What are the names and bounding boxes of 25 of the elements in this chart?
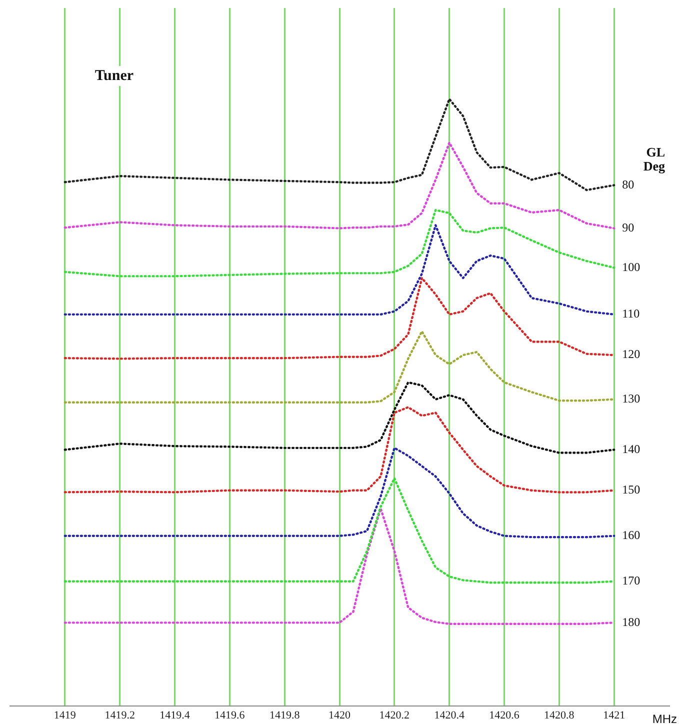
series-label: 160 xyxy=(622,528,640,542)
legend-title: GL Deg xyxy=(643,144,666,174)
series-label: 80 xyxy=(622,177,634,192)
series-label: 140 xyxy=(622,442,640,456)
series-label: 100 xyxy=(622,260,640,274)
series-label: 180 xyxy=(622,614,640,629)
x-tick-label: 1419.6 xyxy=(214,709,246,722)
series-label: 150 xyxy=(622,482,640,497)
series-label: 130 xyxy=(622,392,640,406)
x-tick-label: 1420.6 xyxy=(489,709,520,722)
x-tick-label: 1420.4 xyxy=(434,709,465,722)
series-label: 170 xyxy=(622,574,640,588)
x-tick-label: 1419.4 xyxy=(160,709,190,722)
x-tick-label: 1420.8 xyxy=(544,709,575,722)
x-tick-label: 1419.2 xyxy=(104,709,135,722)
chart-title: Tuner xyxy=(94,68,134,84)
x-tick-label: 1420.2 xyxy=(379,709,410,722)
x-tick-label: 1419.8 xyxy=(269,709,300,722)
series-label: 110 xyxy=(622,306,640,321)
x-tick-label: 1421 xyxy=(603,709,626,722)
x-tick-label: 1419 xyxy=(54,709,76,722)
series-label: 90 xyxy=(622,220,634,234)
x-tick-label: 1420 xyxy=(328,709,351,722)
x-axis-title: MHz xyxy=(652,712,677,726)
series-label: 120 xyxy=(622,347,640,362)
